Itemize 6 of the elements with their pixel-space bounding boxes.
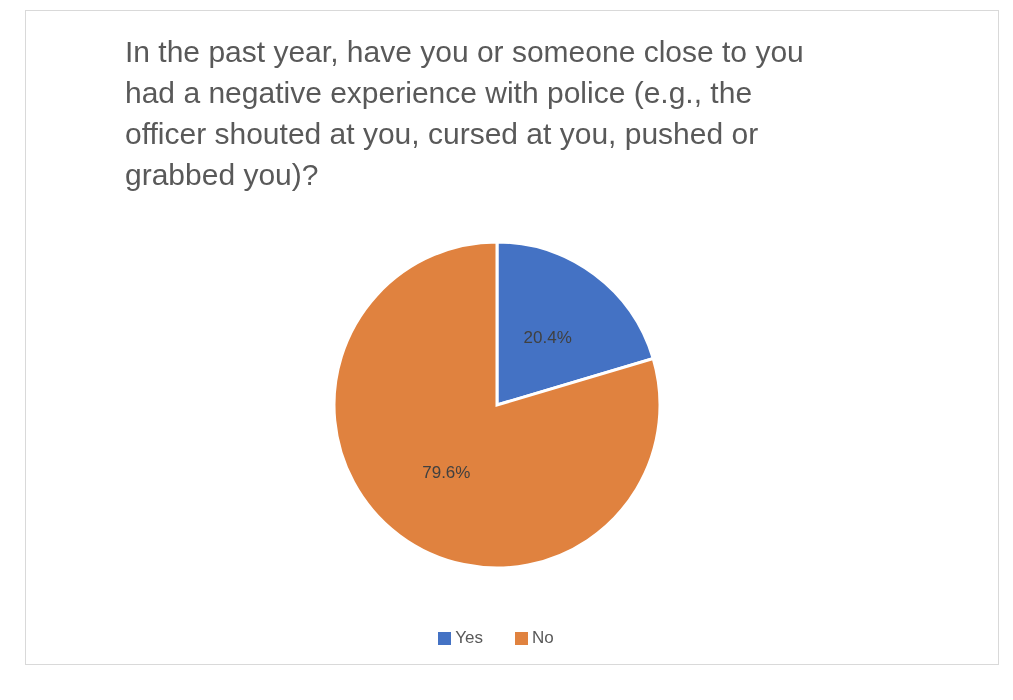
chart-title: In the past year, have you or someone close to you had a negative experience with police (e.g., the officer shouted at you, cursed at you, pushed or grabbed you)? bbox=[125, 34, 805, 193]
legend-label: No bbox=[532, 628, 554, 647]
legend-label: Yes bbox=[455, 628, 483, 647]
data-label: 79.6% bbox=[422, 463, 471, 483]
pie-slice bbox=[332, 240, 662, 570]
data-label: 20.4% bbox=[523, 327, 572, 347]
